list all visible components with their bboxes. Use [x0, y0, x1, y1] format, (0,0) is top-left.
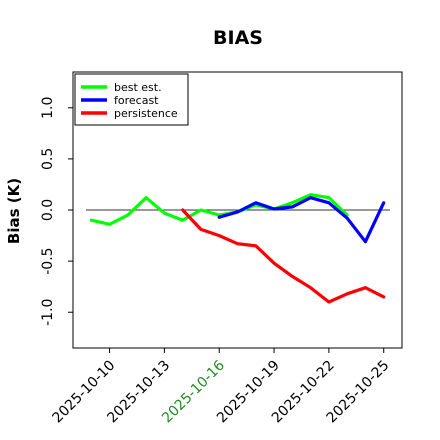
y-axis-label: Bias (K): [5, 178, 23, 244]
legend-label: persistence: [114, 107, 178, 120]
y-tick-label: 0.0: [40, 199, 56, 221]
legend-label: forecast: [114, 94, 159, 107]
y-tick-label: 0.5: [40, 148, 56, 170]
y-tick-label: -0.5: [40, 247, 56, 274]
series-line-forecast: [217, 196, 386, 244]
chart-title: BIAS: [213, 27, 263, 49]
legend-label: best est.: [114, 81, 162, 94]
y-tick-label: 1.0: [40, 97, 56, 119]
series-line-best-est: [89, 193, 349, 226]
y-tick-label: -1.0: [40, 299, 56, 326]
series-line-persistence: [181, 208, 386, 304]
